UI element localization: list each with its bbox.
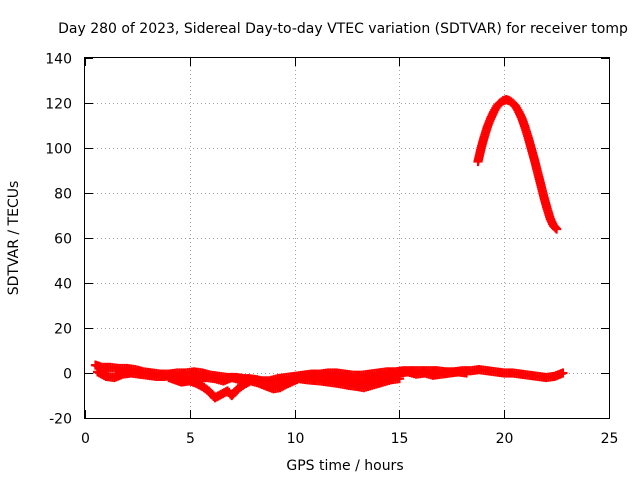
x-tick-label: 0 (81, 431, 90, 447)
y-tick-label: 120 (45, 97, 72, 113)
y-tick-label: 80 (54, 187, 72, 203)
x-tick-label: 10 (287, 431, 305, 447)
data-point (551, 224, 562, 234)
y-tick-label: 40 (54, 277, 72, 293)
x-tick-label: 25 (601, 431, 619, 447)
y-tick-labels: -20 0 20 40 60 80 100 120 140 (45, 52, 72, 428)
x-tick-label: 5 (186, 431, 195, 447)
x-tick-label: 15 (391, 431, 409, 447)
y-tick-label: 20 (54, 322, 72, 338)
plot-frame (84, 57, 610, 419)
y-tick-label: 100 (45, 142, 72, 158)
y-tick-label: 140 (45, 52, 72, 68)
axis-ticks (85, 58, 610, 419)
y-tick-label: 0 (63, 367, 72, 383)
x-axis-label: GPS time / hours (286, 458, 403, 474)
grid (85, 58, 609, 418)
data-series (90, 95, 568, 403)
x-tick-labels: 0 5 10 15 20 25 (81, 431, 618, 447)
data-point (461, 368, 472, 378)
data-point (558, 368, 568, 378)
chart-title: Day 280 of 2023, Sidereal Day-to-day VTE… (58, 21, 628, 37)
data-point (394, 374, 404, 384)
y-axis-label: SDTVAR / TECUs (6, 181, 22, 296)
y-tick-label: -20 (49, 412, 72, 428)
x-tick-label: 20 (496, 431, 514, 447)
y-tick-label: 60 (54, 232, 72, 248)
